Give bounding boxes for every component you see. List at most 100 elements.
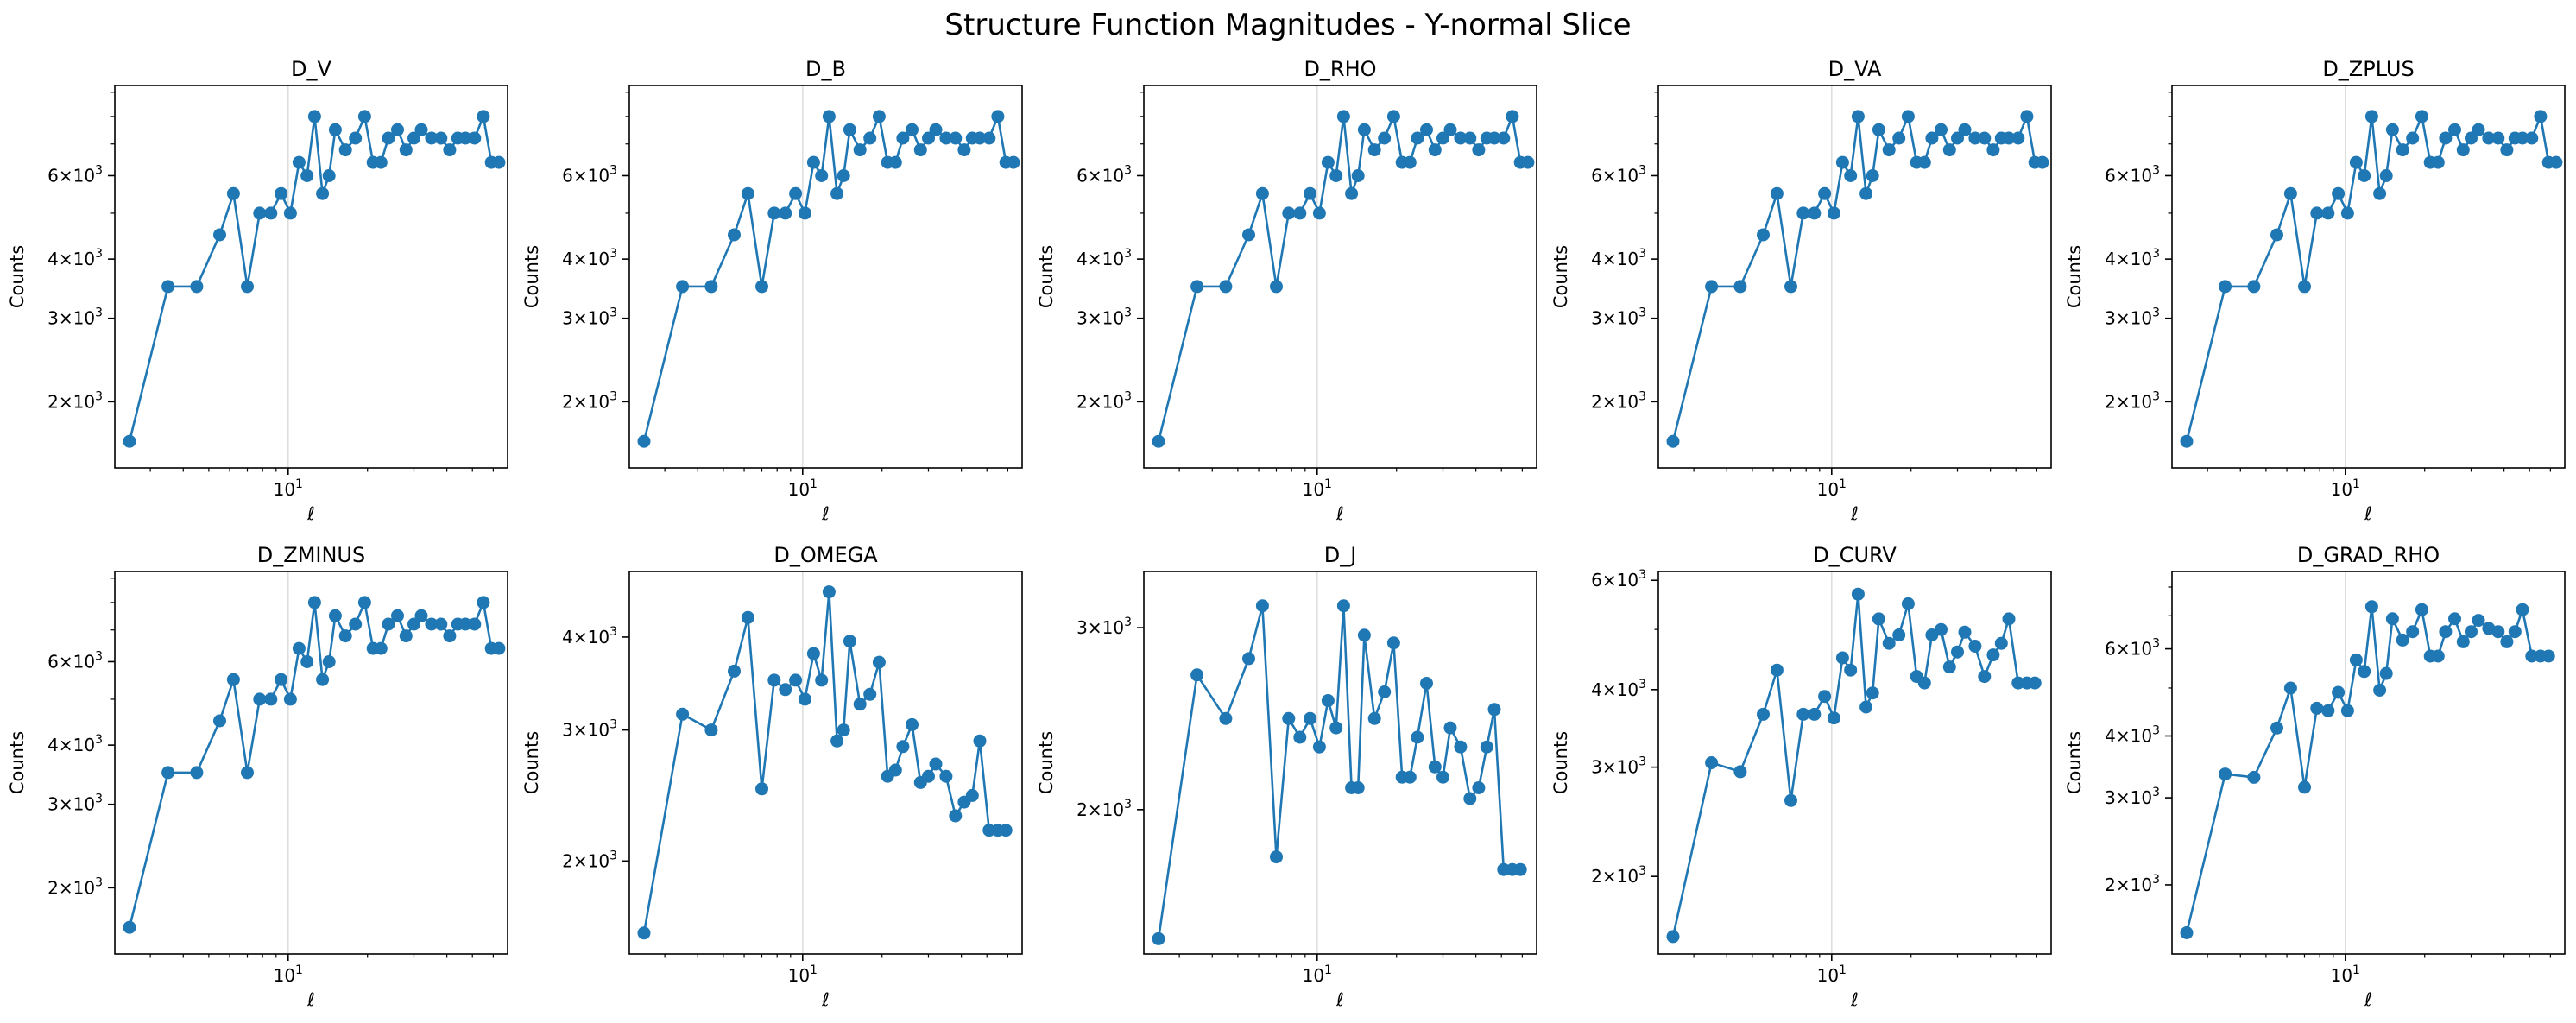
x-tick-label: 101: [1817, 963, 1847, 986]
data-point: [853, 698, 867, 711]
series-line: [642, 590, 1007, 934]
data-point: [2472, 614, 2485, 628]
y-tick-label: 3×103: [47, 793, 103, 815]
data-point: [1986, 143, 2000, 157]
data-point: [264, 692, 278, 706]
data-point: [798, 692, 811, 706]
data-point: [2508, 625, 2522, 639]
data-point: [1345, 186, 1359, 200]
data-point: [407, 617, 420, 631]
data-point: [1487, 703, 1501, 717]
data-point: [1443, 123, 1457, 136]
data-point: [1428, 760, 1442, 774]
data-point: [789, 673, 803, 687]
data-point: [2516, 131, 2529, 145]
data-point: [1255, 186, 1269, 200]
data-point: [1357, 123, 1371, 136]
data-point: [853, 143, 867, 157]
data-point: [226, 673, 240, 686]
data-point: [949, 809, 963, 823]
data-point: [374, 155, 388, 169]
data-point: [728, 228, 741, 242]
data-point: [2491, 131, 2505, 145]
data-point: [241, 280, 254, 294]
data-point: [1968, 640, 1982, 653]
data-point: [434, 131, 448, 145]
data-point: [1951, 131, 1964, 145]
y-axis-label: Counts: [2064, 731, 2085, 794]
data-point: [2180, 434, 2194, 448]
y-tick-label: 2×103: [562, 849, 617, 871]
data-point: [382, 131, 395, 145]
data-point: [283, 206, 297, 220]
data-point: [1978, 131, 1992, 145]
data-point: [1958, 625, 1972, 639]
data-point: [1443, 721, 1457, 735]
data-point: [973, 131, 987, 145]
data-point: [1255, 599, 1269, 613]
y-tick-label: 3×103: [562, 718, 617, 741]
data-point: [888, 763, 902, 777]
data-point: [2415, 603, 2428, 616]
y-tick-label: 2×103: [2105, 873, 2160, 895]
data-point: [2385, 612, 2399, 626]
y-tick-label: 6×103: [1591, 163, 1646, 186]
data-point: [863, 687, 877, 701]
data-point: [2340, 206, 2354, 220]
data-point: [1733, 280, 1747, 294]
data-point: [399, 629, 413, 643]
y-tick-label: 4×103: [47, 733, 103, 755]
data-point: [226, 186, 240, 200]
data-point: [767, 673, 781, 687]
subplot-d-omega: 101 2×103 3×103 4×103 D_OMEGA ℓ Counts: [521, 543, 1023, 1010]
y-tick-label: 6×103: [562, 163, 617, 186]
series-line: [128, 601, 499, 928]
data-point: [1329, 721, 1343, 735]
axes-frame: [114, 571, 508, 955]
series-line: [2185, 605, 2549, 933]
data-point: [1219, 711, 1233, 725]
data-point: [2340, 704, 2354, 717]
series-line: [1671, 115, 2042, 442]
data-point: [477, 596, 490, 609]
y-tick-label: 4×103: [47, 247, 103, 269]
axes-frame: [1657, 571, 2052, 955]
data-point: [1190, 668, 1204, 682]
y-axis-label: Counts: [1550, 731, 1571, 794]
data-point: [1312, 740, 1326, 754]
data-point: [957, 143, 971, 157]
axes-frame: [2171, 85, 2566, 469]
x-tick-label: 101: [2331, 477, 2360, 500]
y-tick-label: 4×103: [1076, 247, 1132, 269]
data-point: [1818, 690, 1832, 704]
data-point: [1472, 781, 1486, 794]
axes-frame: [1143, 85, 1537, 469]
data-point: [1436, 131, 1449, 145]
y-tick-label: 4×103: [2105, 723, 2160, 746]
data-point: [425, 131, 439, 145]
data-point: [2036, 155, 2049, 169]
data-point: [1835, 651, 1849, 665]
data-point: [1411, 730, 1424, 744]
data-point: [1770, 663, 1784, 677]
data-point: [328, 609, 342, 622]
subplot-title: D_RHO: [1304, 57, 1376, 81]
data-point: [2431, 155, 2445, 169]
data-point: [2349, 653, 2363, 666]
subplot-d-va: 101 2×103 3×103 4×103 6×103 D_VA ℓ Counts: [1550, 57, 2052, 524]
subplot-d-b: 101 2×103 3×103 4×103 6×103 D_B ℓ Counts: [521, 57, 1023, 524]
data-point: [1293, 206, 1307, 220]
y-tick-label: 3×103: [47, 306, 103, 329]
data-point: [2373, 186, 2387, 200]
y-tick-label: 6×103: [47, 163, 103, 186]
data-point: [1336, 599, 1350, 613]
x-tick-label: 101: [2331, 963, 2360, 986]
data-point: [477, 110, 490, 123]
series-line: [1157, 604, 1521, 939]
y-tick-label: 2×103: [1591, 389, 1646, 412]
data-point: [2270, 721, 2283, 735]
data-point: [922, 131, 935, 145]
x-tick-label: 101: [788, 477, 818, 500]
data-point: [755, 280, 768, 294]
data-point: [2448, 612, 2461, 626]
